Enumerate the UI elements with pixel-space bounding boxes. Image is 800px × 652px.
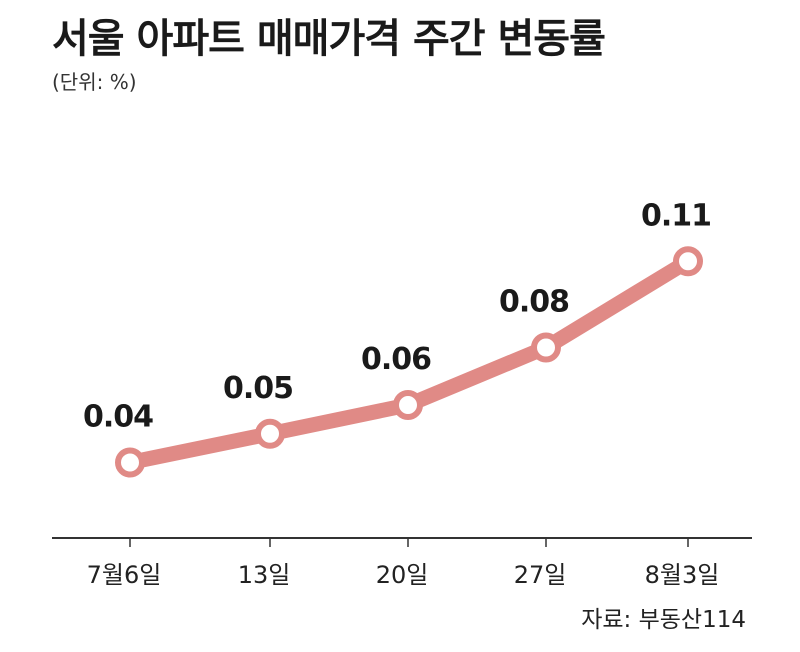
x-tick-label: 20일	[376, 561, 429, 589]
x-tick-label: 7월6일	[87, 561, 162, 589]
x-labels: 7월6일 13일 20일 27일 8월3일	[87, 561, 720, 589]
value-labels: 0.04 0.05 0.06 0.08 0.11	[83, 198, 712, 435]
data-label: 0.11	[641, 198, 711, 233]
data-label: 0.04	[83, 400, 153, 435]
data-point-marker	[255, 418, 285, 449]
x-tick-label: 8월3일	[645, 561, 720, 589]
x-tick-label: 13일	[238, 561, 291, 589]
data-point-marker	[393, 390, 423, 420]
markers	[115, 246, 703, 478]
data-point-marker	[673, 246, 703, 277]
x-ticks	[129, 538, 689, 547]
source-note: 자료: 부동산114	[581, 607, 746, 633]
data-point-marker	[531, 332, 561, 363]
data-label: 0.05	[223, 371, 293, 406]
x-tick-label: 27일	[514, 561, 567, 589]
data-label: 0.06	[361, 342, 431, 377]
data-label: 0.08	[499, 285, 569, 320]
data-point-marker	[115, 447, 145, 478]
unit-label: (단위: %)	[52, 70, 137, 94]
chart-title: 서울 아파트 매매가격 주간 변동률	[52, 16, 606, 62]
